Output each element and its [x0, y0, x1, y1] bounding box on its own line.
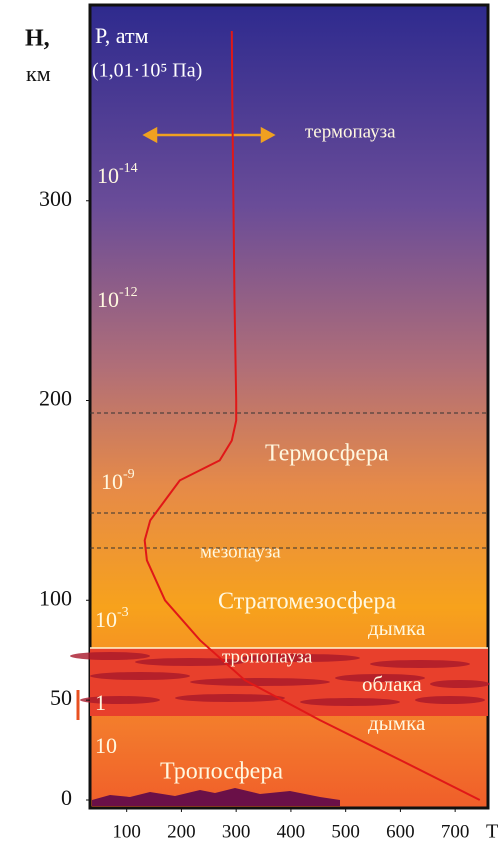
- y-tick-label: 0: [61, 785, 72, 810]
- pressure-title: P, атм: [95, 23, 149, 48]
- pressure-base: 1: [95, 690, 106, 715]
- pressure-base: 10: [97, 287, 119, 312]
- pressure-base: 10: [95, 607, 117, 632]
- cloud: [80, 696, 160, 704]
- pressure-base: 10: [97, 163, 119, 188]
- layer-label: дымка: [368, 616, 426, 640]
- y-axis-label: H,: [25, 26, 50, 52]
- layer-label: термопауза: [305, 121, 396, 142]
- pressure-base: 10: [101, 469, 123, 494]
- pressure-exp: -3: [117, 605, 129, 620]
- cloud: [175, 694, 285, 702]
- pressure-label: 10: [95, 733, 117, 758]
- pressure-label: 1: [95, 690, 106, 715]
- cloud: [190, 678, 330, 686]
- x-tick-label: 500: [331, 821, 360, 842]
- x-tick-label: 100: [112, 821, 141, 842]
- layer-label: облака: [362, 672, 422, 696]
- pressure-exp: -12: [119, 285, 138, 300]
- cloud: [70, 652, 150, 660]
- layer-label: тропопауза: [222, 646, 313, 667]
- layer-label: Стратомезосфера: [218, 589, 396, 615]
- x-tick-label: 700: [441, 821, 470, 842]
- layer-label: дымка: [368, 711, 426, 735]
- chart: H, км P, атм (1,01·10⁵ Па) T 0 50 100 200 30…: [0, 0, 501, 846]
- page: H, км P, атм (1,01·10⁵ Па) T 0 50 100 200 30…: [0, 0, 501, 846]
- cloud: [300, 698, 400, 706]
- y-tick-label: 200: [39, 386, 72, 411]
- pressure-title: (1,01·10⁵ Па): [92, 60, 202, 82]
- pressure-base: 10: [95, 733, 117, 758]
- layer-label: мезопауза: [200, 541, 281, 562]
- y-tick-label: 100: [39, 585, 72, 610]
- x-tick-label: 400: [277, 821, 306, 842]
- y-tick-label: 300: [39, 186, 72, 211]
- cloud: [90, 672, 190, 680]
- layer-label: Термосфера: [265, 441, 389, 467]
- pressure-exp: -14: [119, 161, 138, 176]
- cloud: [370, 660, 470, 668]
- x-axis-label: T: [486, 821, 498, 843]
- layer-label: Тропосфера: [160, 759, 283, 785]
- cloud: [430, 680, 490, 688]
- x-tick-label: 600: [386, 821, 415, 842]
- x-tick-label: 200: [167, 821, 196, 842]
- pressure-exp: -9: [123, 467, 135, 482]
- cloud: [415, 696, 485, 704]
- y-axis-label: км: [26, 61, 51, 86]
- x-tick-label: 300: [222, 821, 251, 842]
- y-tick-label: 50: [50, 685, 72, 710]
